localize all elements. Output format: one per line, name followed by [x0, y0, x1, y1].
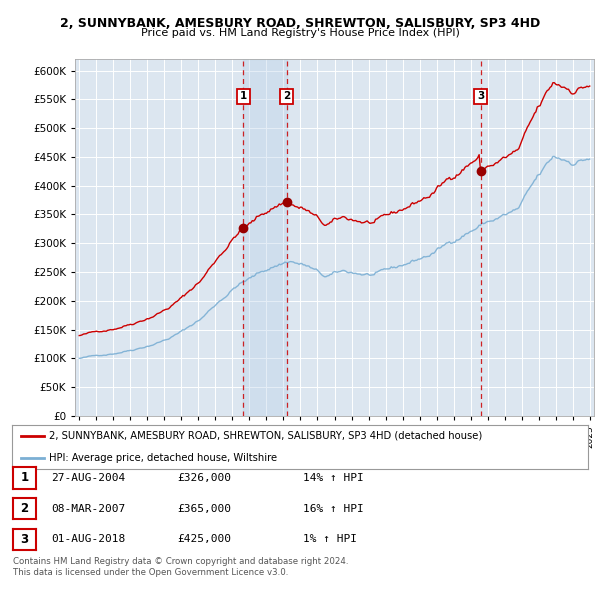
Bar — [244, 59, 287, 416]
Text: 2, SUNNYBANK, AMESBURY ROAD, SHREWTON, SALISBURY, SP3 4HD: 2, SUNNYBANK, AMESBURY ROAD, SHREWTON, S… — [60, 17, 540, 30]
Text: 3: 3 — [20, 533, 29, 546]
Text: 3: 3 — [477, 91, 484, 101]
Text: £326,000: £326,000 — [177, 473, 231, 483]
Text: 2: 2 — [283, 91, 290, 101]
Text: 1: 1 — [20, 471, 29, 484]
Text: Contains HM Land Registry data © Crown copyright and database right 2024.: Contains HM Land Registry data © Crown c… — [13, 558, 349, 566]
Text: Price paid vs. HM Land Registry's House Price Index (HPI): Price paid vs. HM Land Registry's House … — [140, 28, 460, 38]
Text: 27-AUG-2004: 27-AUG-2004 — [51, 473, 125, 483]
Text: £365,000: £365,000 — [177, 504, 231, 513]
Text: 2: 2 — [20, 502, 29, 515]
Text: £425,000: £425,000 — [177, 535, 231, 544]
Text: 2, SUNNYBANK, AMESBURY ROAD, SHREWTON, SALISBURY, SP3 4HD (detached house): 2, SUNNYBANK, AMESBURY ROAD, SHREWTON, S… — [49, 431, 482, 441]
Text: 08-MAR-2007: 08-MAR-2007 — [51, 504, 125, 513]
Text: 1% ↑ HPI: 1% ↑ HPI — [303, 535, 357, 544]
Text: This data is licensed under the Open Government Licence v3.0.: This data is licensed under the Open Gov… — [13, 568, 289, 577]
Text: 1: 1 — [240, 91, 247, 101]
Text: 01-AUG-2018: 01-AUG-2018 — [51, 535, 125, 544]
Text: HPI: Average price, detached house, Wiltshire: HPI: Average price, detached house, Wilt… — [49, 453, 278, 463]
Text: 14% ↑ HPI: 14% ↑ HPI — [303, 473, 364, 483]
Text: 16% ↑ HPI: 16% ↑ HPI — [303, 504, 364, 513]
